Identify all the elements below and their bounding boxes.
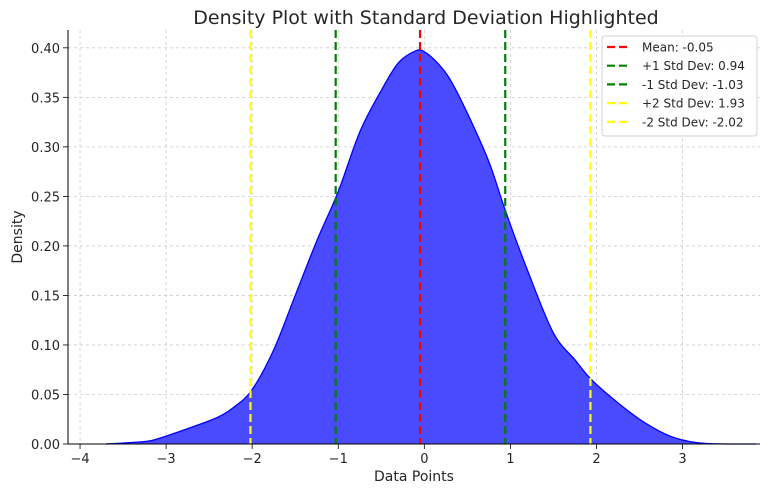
- y-tick-label: 0.25: [31, 190, 60, 205]
- legend-box: [601, 35, 758, 137]
- y-tick-label: 0.00: [31, 438, 60, 453]
- density-area: [105, 49, 756, 445]
- legend-label: -1 Std Dev: -1.03: [642, 78, 744, 92]
- y-axis-label: Density: [10, 210, 26, 263]
- y-tick-label: 0.40: [31, 42, 60, 57]
- x-tick-label: 0: [420, 452, 428, 467]
- legend-label: +2 Std Dev: 1.93: [642, 97, 745, 111]
- y-tick-label: 0.10: [31, 339, 60, 354]
- x-tick-label: −2: [243, 452, 262, 467]
- legend-label: -2 Std Dev: -2.02: [642, 115, 744, 129]
- x-tick-label: 1: [506, 452, 514, 467]
- x-tick-label: 3: [678, 452, 686, 467]
- y-tick-label: 0.20: [31, 240, 60, 255]
- x-tick-label: 2: [592, 452, 600, 467]
- y-tick-label: 0.05: [31, 388, 60, 403]
- legend: Mean: -0.05 +1 Std Dev: 0.94 -1 Std Dev: -…: [601, 35, 758, 137]
- density-fill: [105, 49, 756, 445]
- x-tick-label: −1: [329, 452, 348, 467]
- density-line: [105, 49, 756, 445]
- legend-label: Mean: -0.05: [642, 41, 714, 55]
- legend-label: +1 Std Dev: 0.94: [642, 59, 745, 73]
- x-tick-label: −3: [157, 452, 176, 467]
- x-tick-label: −4: [70, 452, 89, 467]
- x-axis-label: Data Points: [374, 469, 454, 485]
- axes: −4 −3 −2 −1 0 1 2 3 0.00 0.05 0.10 0.15 0.20 0.25 0.30…: [31, 30, 760, 467]
- std-lines: [249, 30, 592, 444]
- y-tick-label: 0.15: [31, 289, 60, 304]
- chart-title: Density Plot with Standard Deviation Hig…: [193, 7, 658, 29]
- y-tick-label: 0.35: [31, 91, 60, 106]
- y-tick-label: 0.30: [31, 141, 60, 156]
